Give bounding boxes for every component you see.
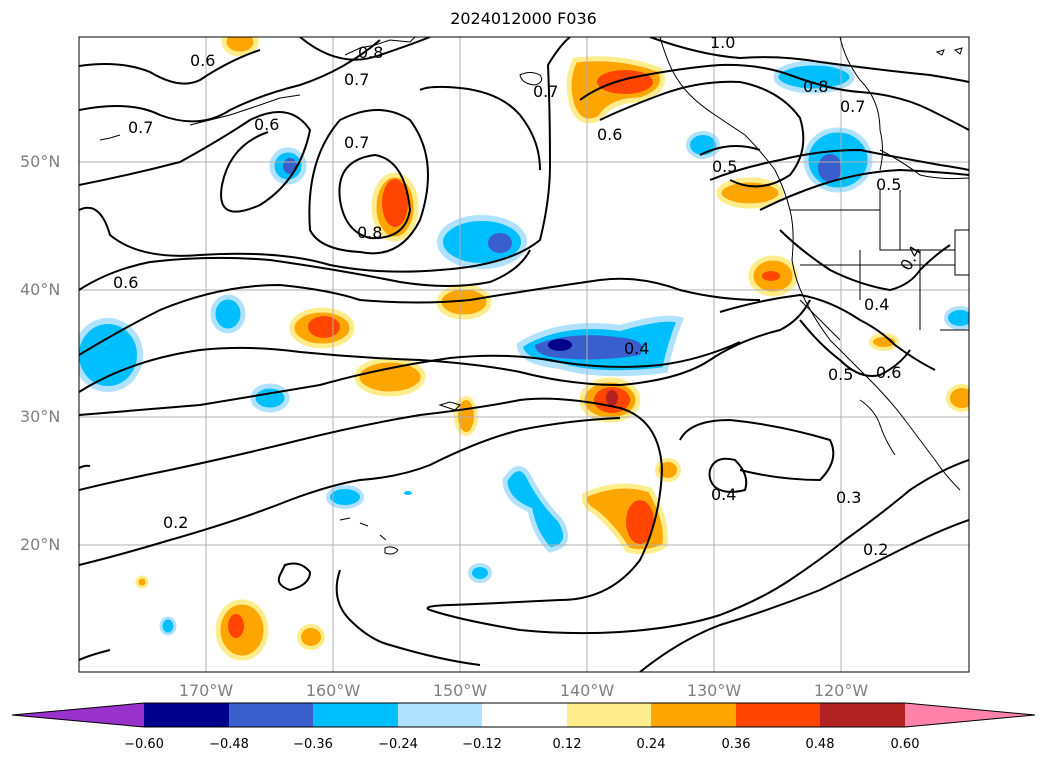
lat-label: 20°N [20, 535, 61, 554]
contour-label: 0.7 [344, 70, 369, 89]
lat-label: 40°N [20, 280, 61, 299]
lon-label: 130°W [686, 681, 742, 700]
colorbar-tick-label: 0.24 [636, 737, 666, 752]
colorbar-tick-label: 0.36 [721, 737, 751, 752]
lon-label: 140°W [559, 681, 615, 700]
colorbar-tick-label: −0.24 [378, 737, 418, 752]
contour-label: 0.4 [864, 295, 889, 314]
colorbar [11, 702, 1036, 728]
contour-label: 0.7 [533, 82, 558, 101]
contour-label: 0.5 [828, 365, 853, 384]
colorbar-segment [144, 703, 229, 727]
page-title: 2024012000 F036 [450, 9, 597, 28]
contour-label: 0.8 [358, 43, 383, 62]
coastlines [99, 37, 969, 555]
contour-label: 0.6 [190, 51, 215, 70]
colorbar-segment [820, 703, 905, 727]
anomaly-shading [79, 37, 969, 661]
colorbar-outline [11, 702, 1036, 728]
contour-label: 0.5 [876, 175, 901, 194]
lon-label: 150°W [432, 681, 488, 700]
lon-label: 160°W [305, 681, 361, 700]
contour-label: 0.6 [597, 125, 622, 144]
colorbar-segment [736, 703, 820, 727]
colorbar-segment [482, 703, 567, 727]
colorbar-segment [229, 703, 313, 727]
colorbar-extend-low [12, 703, 144, 727]
contour-label: 0.2 [863, 540, 888, 559]
contour-label: 0.7 [840, 97, 865, 116]
colorbar-segment [567, 703, 651, 727]
colorbar-tick-label: −0.36 [293, 737, 333, 752]
lat-label: 50°N [20, 152, 61, 171]
map-frame [78, 36, 970, 673]
colorbar-tick-label: −0.48 [209, 737, 249, 752]
contour-label: 0.6 [113, 273, 138, 292]
contour-label: 1.0 [710, 33, 735, 52]
contour-label: 0.8 [357, 223, 382, 242]
contour-label: 0.4 [711, 485, 736, 504]
colorbar-tick-label: 0.48 [805, 737, 835, 752]
colorbar-tick-label: −0.12 [462, 737, 502, 752]
contour-label: 0.7 [128, 118, 153, 137]
lon-label: 120°W [813, 681, 869, 700]
contour-label: 0.6 [876, 363, 901, 382]
lat-label: 30°N [20, 407, 61, 426]
contour-label: 0.2 [163, 513, 188, 532]
contour-label: 0.6 [254, 115, 279, 134]
colorbar-tick-label: 0.12 [552, 737, 582, 752]
colorbar-segment [313, 703, 398, 727]
contour-label: 0.7 [344, 133, 369, 152]
colorbar-segment [651, 703, 736, 727]
contour-label: 0.8 [803, 77, 828, 96]
contour-label: 0.3 [836, 488, 861, 507]
contour-label: 0.5 [712, 157, 737, 176]
contour-labels: 0.6 0.8 0.7 0.6 0.7 0.8 0.7 0.6 0.7 1.0 … [113, 33, 925, 559]
colorbar-segment [398, 703, 482, 727]
contour-lines [79, 37, 969, 672]
lon-label: 170°W [178, 681, 234, 700]
colorbar-extend-high [905, 703, 1035, 727]
colorbar-tick-label: 0.60 [890, 737, 920, 752]
contour-label: 0.4 [624, 339, 649, 358]
colorbar-tick-label: −0.60 [124, 737, 164, 752]
